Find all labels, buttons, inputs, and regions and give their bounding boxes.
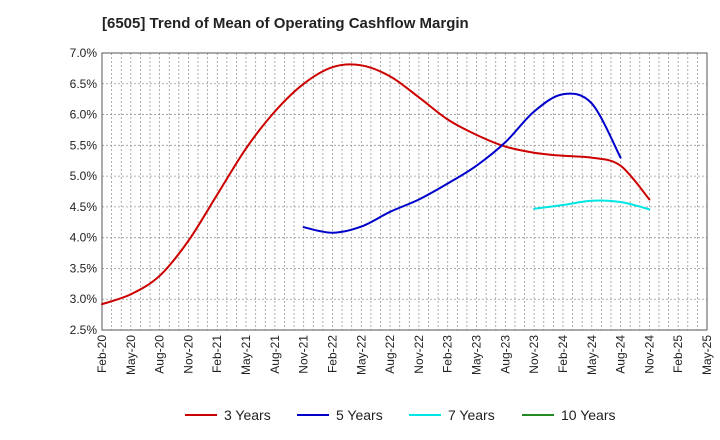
legend-label-7-years: 7 Years <box>448 407 495 423</box>
x-tick-label: Feb-24 <box>556 335 570 373</box>
x-tick-label: Feb-21 <box>210 335 224 373</box>
y-tick-label: 6.0% <box>70 108 98 122</box>
x-tick-label: Aug-24 <box>614 335 628 374</box>
x-tick-label: Nov-23 <box>527 335 541 374</box>
chart-title: [6505] Trend of Mean of Operating Cashfl… <box>102 15 469 32</box>
y-tick-label: 6.5% <box>70 77 98 91</box>
x-tick-label: Aug-22 <box>383 335 397 374</box>
x-tick-label: Nov-21 <box>297 335 311 374</box>
x-tick-label: Feb-20 <box>95 335 109 373</box>
legend-label-5-years: 5 Years <box>336 407 383 423</box>
x-tick-label: May-20 <box>124 335 138 375</box>
y-tick-label: 4.5% <box>70 200 98 214</box>
x-tick-label: Nov-24 <box>642 335 656 374</box>
x-tick-label: May-22 <box>354 335 368 375</box>
x-tick-label: Feb-22 <box>325 335 339 373</box>
x-tick-label: Nov-20 <box>181 335 195 374</box>
x-tick-label: May-24 <box>585 335 599 375</box>
x-tick-label: May-23 <box>470 335 484 375</box>
x-tick-label: Aug-20 <box>153 335 167 374</box>
x-tick-label: Aug-23 <box>498 335 512 374</box>
x-tick-label: May-25 <box>700 335 714 375</box>
x-tick-label: Nov-22 <box>412 335 426 374</box>
legend-label-10-years: 10 Years <box>561 407 616 423</box>
y-tick-label: 7.0% <box>70 46 98 60</box>
x-tick-label: May-21 <box>239 335 253 375</box>
series-line-7-years <box>533 199 651 211</box>
x-tick-label: Feb-25 <box>671 335 685 373</box>
plot-frame <box>101 52 708 331</box>
y-tick-label: 5.0% <box>70 169 98 183</box>
x-tick-label: Feb-23 <box>441 335 455 373</box>
y-tick-label: 5.5% <box>70 138 98 152</box>
y-tick-label: 3.5% <box>70 261 98 275</box>
series-line-5-years <box>302 92 622 234</box>
y-tick-label: 4.0% <box>70 231 98 245</box>
y-tick-label: 3.0% <box>70 292 98 306</box>
legend-label-3-years: 3 Years <box>224 407 271 423</box>
y-tick-label: 2.5% <box>70 323 98 337</box>
x-tick-label: Aug-21 <box>268 335 282 374</box>
series-line-3-years <box>101 63 651 306</box>
